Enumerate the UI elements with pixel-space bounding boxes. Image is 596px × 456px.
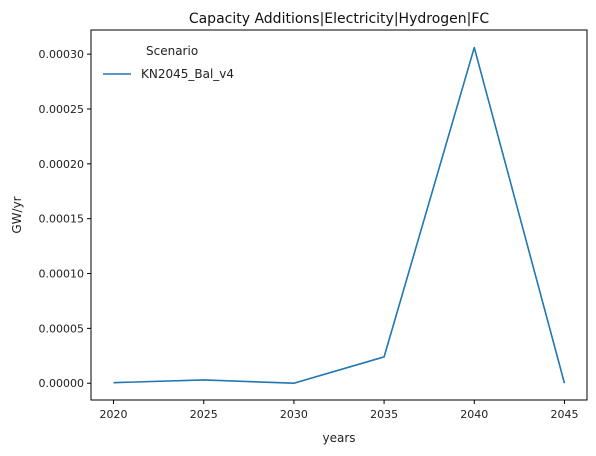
x-axis-label: years [322, 431, 355, 445]
series-layer [113, 46, 566, 385]
legend: Scenario KN2045_Bal_v4 [103, 44, 234, 81]
x-tick-label: 2030 [280, 408, 308, 421]
legend-title: Scenario [146, 44, 198, 58]
y-axis: 0.00000 0.00005 0.00010 0.00015 0.00020 0.000… [39, 48, 91, 390]
x-tick-label: 2025 [190, 408, 218, 421]
x-tick-label: 2040 [460, 408, 488, 421]
y-tick-label: 0.00025 [39, 103, 85, 116]
x-tick-label: 2020 [100, 408, 128, 421]
y-tick-label: 0.00020 [39, 158, 85, 171]
x-tick-label: 2035 [370, 408, 398, 421]
chart-title: Capacity Additions|Electricity|Hydrogen|… [189, 11, 490, 27]
y-tick-label: 0.00030 [39, 48, 85, 61]
x-tick-label: 2045 [550, 408, 578, 421]
y-tick-label: 0.00010 [39, 268, 85, 281]
x-axis: 2020 2025 2030 2035 2040 2045 [100, 400, 578, 421]
series-line-kn2045-bal-v4 [113, 46, 566, 385]
y-tick-label: 0.00005 [39, 322, 85, 335]
y-axis-label: GW/yr [10, 196, 24, 233]
plot-frame [90, 29, 588, 401]
y-tick-label: 0.00015 [39, 213, 85, 226]
y-tick-label: 0.00000 [39, 377, 85, 390]
legend-label-kn2045-bal-v4: KN2045_Bal_v4 [141, 67, 234, 81]
